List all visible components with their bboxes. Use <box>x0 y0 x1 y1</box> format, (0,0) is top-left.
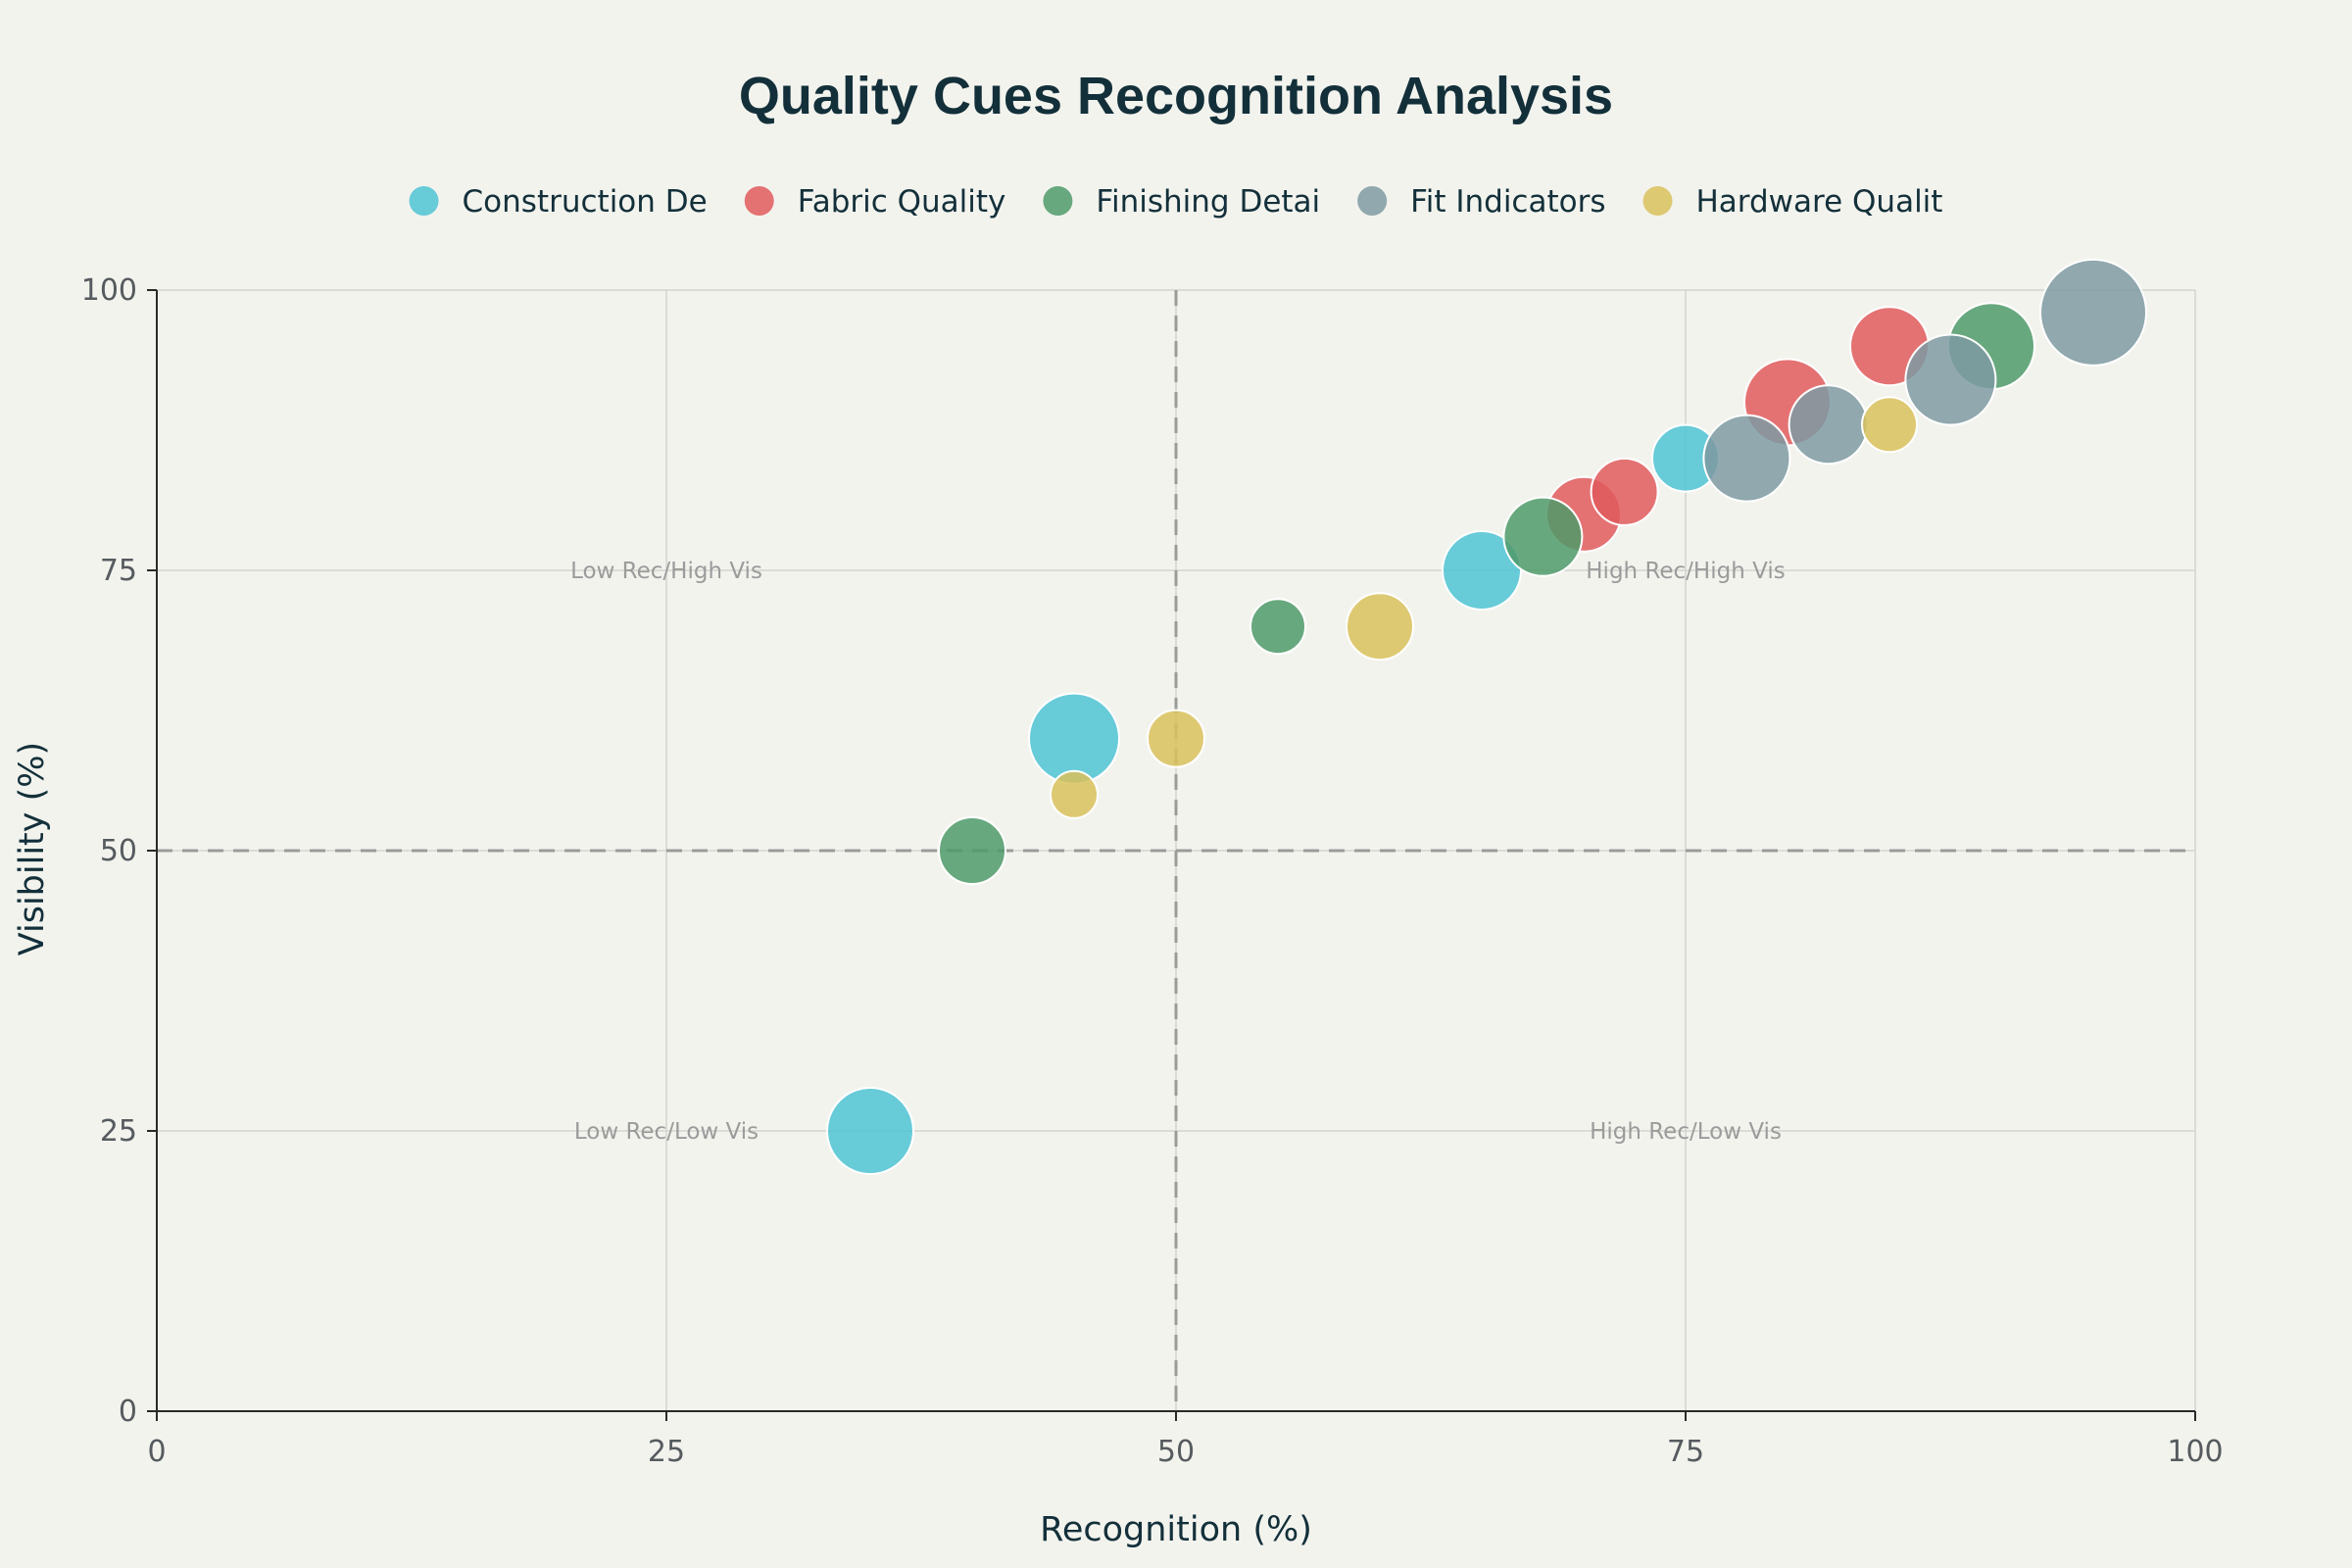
y-tick-label-0: 0 <box>119 1395 137 1429</box>
bubble-0-0[interactable] <box>826 1087 914 1175</box>
legend-marker-2 <box>1043 186 1073 216</box>
quadrant-label-2: Low Rec/Low Vis <box>574 1119 759 1145</box>
axes <box>147 289 2196 1421</box>
legend-item-1[interactable]: Fabric Quality <box>744 184 1006 220</box>
x-tick-label-0: 0 <box>147 1435 166 1469</box>
legend-item-0[interactable]: Construction De <box>409 184 708 220</box>
bubbles <box>826 258 2147 1175</box>
reference-lines <box>157 290 2195 1411</box>
legend-marker-4 <box>1642 186 1673 216</box>
legend-label-0: Construction De <box>463 184 708 220</box>
x-tick-label-1: 25 <box>648 1435 685 1469</box>
y-tick-label-4: 100 <box>81 273 137 308</box>
x-tick-label-4: 100 <box>2167 1435 2223 1469</box>
x-tick-label-2: 50 <box>1157 1435 1195 1469</box>
bubble-4-1[interactable] <box>1147 709 1205 768</box>
y-tick-label-1: 25 <box>100 1114 137 1149</box>
tick-labels: 0 25 50 75 100 0 25 50 75 100 <box>81 273 2224 1469</box>
y-axis-title: Visibility (%) <box>13 742 52 956</box>
quadrant-label-0: Low Rec/High Vis <box>570 559 762 584</box>
bubble-3-2[interactable] <box>1904 333 1997 426</box>
quadrant-labels: Low Rec/High Vis High Rec/High Vis Low Rec… <box>570 559 1786 1145</box>
quadrant-label-1: High Rec/High Vis <box>1586 559 1785 584</box>
legend-item-3[interactable]: Fit Indicators <box>1357 184 1606 220</box>
legend-label-2: Finishing Detai <box>1096 184 1320 220</box>
y-tick-label-2: 50 <box>100 834 137 868</box>
bubble-4-0[interactable] <box>1050 769 1099 819</box>
x-tick-label-3: 75 <box>1667 1435 1704 1469</box>
bubble-3-0[interactable] <box>1702 414 1791 503</box>
legend-label-1: Fabric Quality <box>798 184 1006 220</box>
legend-label-3: Fit Indicators <box>1410 184 1605 220</box>
bubble-2-1[interactable] <box>1250 598 1306 656</box>
x-axis-title: Recognition (%) <box>1040 1510 1312 1549</box>
bubble-3-1[interactable] <box>1788 384 1869 466</box>
legend[interactable]: Construction De Fabric Quality Finishing D… <box>409 184 1943 220</box>
quadrant-label-3: High Rec/Low Vis <box>1590 1119 1782 1145</box>
y-tick-label-3: 75 <box>100 554 137 588</box>
legend-item-2[interactable]: Finishing Detai <box>1043 184 1320 220</box>
bubble-4-3[interactable] <box>1861 396 1918 454</box>
bubble-2-0[interactable] <box>938 816 1006 885</box>
bubble-4-2[interactable] <box>1346 592 1414 662</box>
legend-marker-1 <box>744 186 774 216</box>
legend-item-4[interactable]: Hardware Qualit <box>1642 184 1943 220</box>
legend-marker-3 <box>1357 186 1388 216</box>
legend-label-4: Hardware Qualit <box>1696 184 1943 220</box>
chart-title: Quality Cues Recognition Analysis <box>739 67 1613 125</box>
legend-marker-0 <box>409 186 439 216</box>
bubble-3-3[interactable] <box>2039 258 2147 367</box>
bubble-2-2[interactable] <box>1502 496 1584 577</box>
bubble-1-1[interactable] <box>1590 457 1659 526</box>
